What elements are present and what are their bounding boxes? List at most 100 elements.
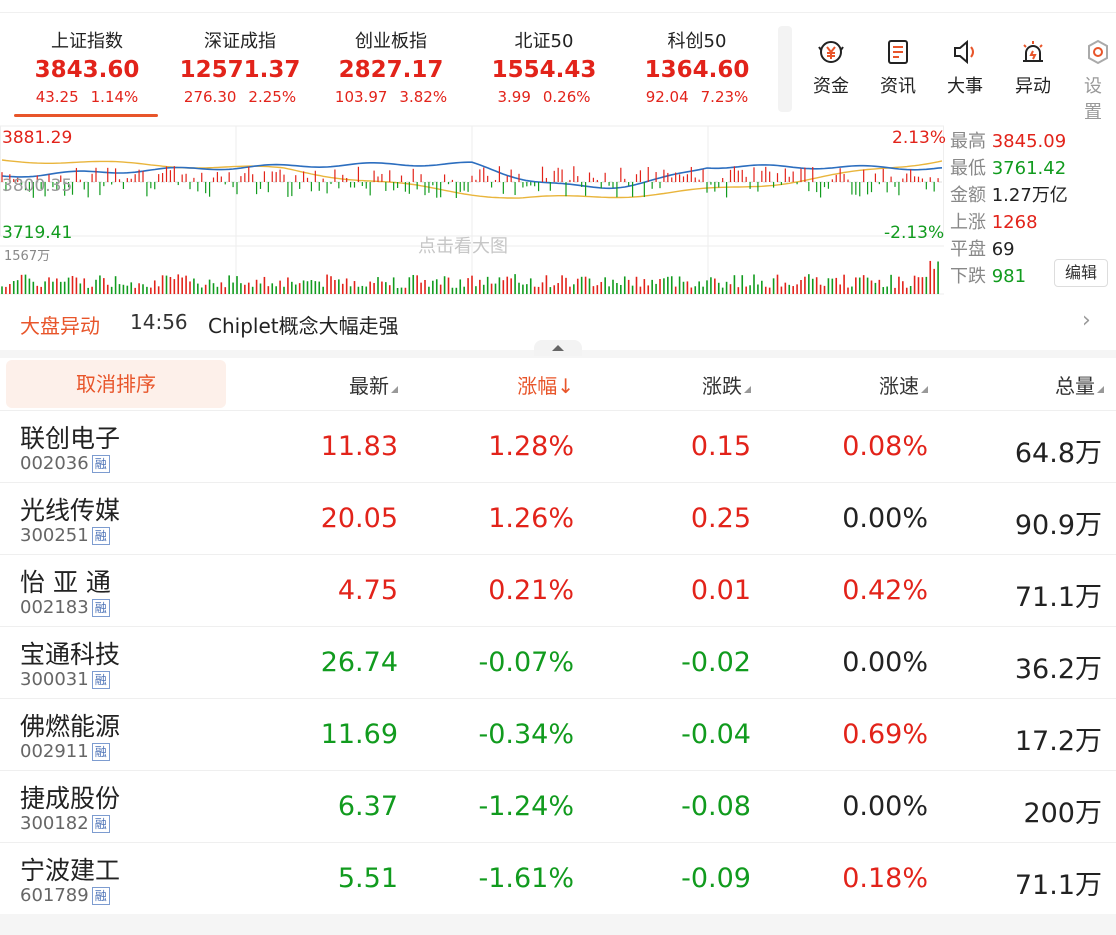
table-row[interactable]: 捷成股份 300182 融 6.37 -1.24% -0.08 0.00% 200… <box>0 770 1116 842</box>
stock-pct: -0.07% <box>478 647 574 678</box>
index-tab-cyb[interactable]: 创业板指 2827.17 103.97 3.82% <box>316 30 466 108</box>
index-value: 12571.37 <box>179 57 301 83</box>
sort-triangle-icon <box>744 386 751 393</box>
chart-low-price: 3719.41 <box>2 223 73 243</box>
chart-volume-max: 1567万 <box>4 249 51 264</box>
stock-price: 11.69 <box>320 719 398 750</box>
tool-settings[interactable]: 设置 <box>1070 38 1116 124</box>
stock-change: -0.09 <box>681 863 751 894</box>
intraday-chart-svg <box>0 125 944 295</box>
top-divider <box>0 12 1116 13</box>
table-row[interactable]: 佛燃能源 002911 融 11.69 -0.34% -0.04 0.69% 17… <box>0 698 1116 770</box>
chevron-right-icon: › <box>1082 308 1091 333</box>
cancel-sort-button[interactable]: 取消排序 <box>6 360 226 408</box>
stock-speed: 0.00% <box>842 647 928 678</box>
sort-triangle-icon <box>921 386 928 393</box>
stock-speed: 0.42% <box>842 575 928 606</box>
column-header-price[interactable]: 最新 <box>349 370 398 399</box>
column-header-change[interactable]: 涨跌 <box>702 370 751 399</box>
stock-pct: -0.34% <box>478 719 574 750</box>
stock-name: 怡 亚 通 <box>20 568 111 597</box>
stock-volume: 71.1万 <box>1014 582 1102 613</box>
index-name: 创业板指 <box>355 31 427 52</box>
index-change: 92.04 7.23% <box>645 88 749 106</box>
table-row[interactable]: 光线传媒 300251 融 20.05 1.26% 0.25 0.00% 90.9… <box>0 482 1116 554</box>
stat-up: 上涨 1268 <box>950 212 1038 233</box>
stock-pct: 1.28% <box>488 431 574 462</box>
stock-name: 宝通科技 <box>20 640 121 669</box>
tool-fund[interactable]: 资金 <box>801 38 861 98</box>
stock-speed: 0.18% <box>842 863 928 894</box>
margin-badge: 融 <box>91 527 110 545</box>
active-tab-indicator <box>14 114 158 117</box>
stock-price: 20.05 <box>320 503 398 534</box>
stat-amount: 金额 1.27万亿 <box>950 185 1068 206</box>
table-row[interactable]: 宁波建工 601789 融 5.51 -1.61% -0.09 0.18% 71.… <box>0 842 1116 914</box>
margin-badge: 融 <box>91 455 110 473</box>
stock-price: 6.37 <box>337 791 398 822</box>
table-row[interactable]: 怡 亚 通 002183 融 4.75 0.21% 0.01 0.42% 71.1… <box>0 554 1116 626</box>
index-value: 1364.60 <box>644 57 750 83</box>
sort-triangle-icon <box>1097 386 1104 393</box>
tool-alarm[interactable]: 异动 <box>1003 38 1063 98</box>
collapse-chart-button[interactable] <box>534 340 582 356</box>
stat-high: 最高 3845.09 <box>950 131 1067 152</box>
stock-change: 0.25 <box>690 503 751 534</box>
stock-price: 4.75 <box>337 575 398 606</box>
table-row[interactable]: 宝通科技 300031 融 26.74 -0.07% -0.02 0.00% 36… <box>0 626 1116 698</box>
stock-code: 300251 融 <box>20 525 110 546</box>
stock-pct: -1.24% <box>478 791 574 822</box>
index-tab-bz50[interactable]: 北证50 1554.43 3.99 0.26% <box>469 30 619 108</box>
stock-volume: 64.8万 <box>1014 438 1102 469</box>
stock-list: 联创电子 002036 融 11.83 1.28% 0.15 0.08% 64.8… <box>0 410 1116 914</box>
stock-code: 002183 融 <box>20 597 110 618</box>
market-alert[interactable]: 大盘异动 14:56 Chiplet概念大幅走强 › <box>0 298 1116 350</box>
column-header-speed[interactable]: 涨速 <box>879 370 928 399</box>
stock-speed: 0.00% <box>842 791 928 822</box>
index-change: 276.30 2.25% <box>183 88 297 106</box>
stock-volume: 200万 <box>1023 798 1102 829</box>
tool-label: 异动 <box>1015 76 1051 97</box>
alert-time: 14:56 <box>130 310 188 334</box>
index-tab-kc50[interactable]: 科创50 1364.60 92.04 7.23% <box>622 30 772 108</box>
tool-label: 资讯 <box>880 76 916 97</box>
table-header: 取消排序 最新 涨幅↓ 涨跌 涨速 总量 <box>0 358 1116 410</box>
index-change: 103.97 3.82% <box>334 88 448 106</box>
index-tab-sh[interactable]: 上证指数 3843.60 43.25 1.14% <box>12 30 162 108</box>
stat-down: 下跌 981 <box>950 266 1027 287</box>
margin-badge: 融 <box>91 887 110 905</box>
tool-news[interactable]: 资讯 <box>868 38 928 98</box>
fund-icon <box>801 38 861 68</box>
index-scroll-handle[interactable] <box>778 26 792 112</box>
alert-message: Chiplet概念大幅走强 <box>208 314 399 338</box>
news-icon <box>868 38 928 68</box>
stock-code: 601789 融 <box>20 885 110 906</box>
stock-speed: 0.08% <box>842 431 928 462</box>
stock-change: -0.02 <box>681 647 751 678</box>
stock-code: 002036 融 <box>20 453 110 474</box>
tool-events[interactable]: 大事 <box>935 38 995 98</box>
chart-high-pct: 2.13% <box>892 128 947 148</box>
column-header-pct[interactable]: 涨幅↓ <box>517 374 574 398</box>
index-tab-sz[interactable]: 深证成指 12571.37 276.30 2.25% <box>165 30 315 108</box>
table-row[interactable]: 联创电子 002036 融 11.83 1.28% 0.15 0.08% 64.8… <box>0 410 1116 482</box>
margin-badge: 融 <box>91 671 110 689</box>
chart-watermark: 点击看大图 <box>418 236 508 257</box>
intraday-chart[interactable]: 3881.29 3800.35 3719.41 2.13% -2.13% 156… <box>0 124 1116 296</box>
chart-high-price: 3881.29 <box>2 128 73 148</box>
stock-name: 宁波建工 <box>20 856 121 885</box>
stock-pct: 0.21% <box>488 575 574 606</box>
market-stats: 最高 3845.09 最低 3761.42 金额 1.27万亿 上涨 1268 … <box>950 128 1116 290</box>
edit-button[interactable]: 编辑 <box>1054 259 1108 287</box>
index-name: 上证指数 <box>51 31 123 52</box>
stat-low: 最低 3761.42 <box>950 158 1067 179</box>
alarm-icon <box>1003 38 1063 68</box>
tool-label: 资金 <box>813 76 849 97</box>
margin-badge: 融 <box>91 599 110 617</box>
column-header-volume[interactable]: 总量 <box>1055 370 1104 399</box>
stock-price: 11.83 <box>320 431 398 462</box>
margin-badge: 融 <box>91 743 110 761</box>
stock-name: 联创电子 <box>20 424 121 453</box>
margin-badge: 融 <box>91 815 110 833</box>
stock-change: -0.08 <box>681 791 751 822</box>
